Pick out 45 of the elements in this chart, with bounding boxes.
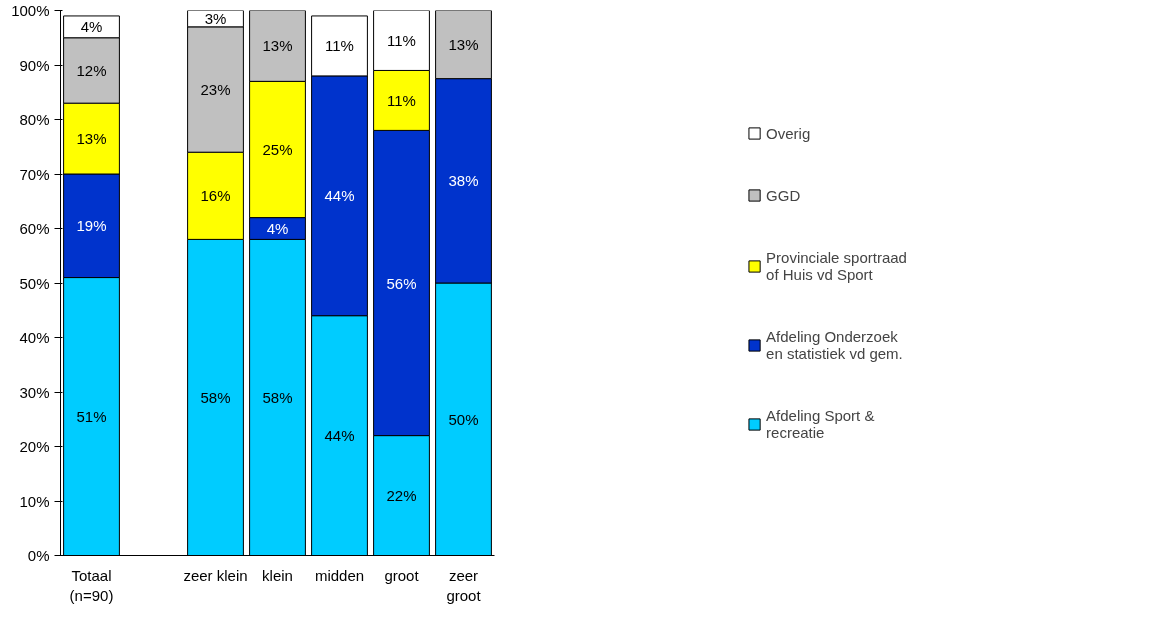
data-label: 25% xyxy=(262,140,293,158)
data-label: 11% xyxy=(387,31,416,49)
y-tick-label: 90% xyxy=(19,56,50,74)
y-tick-label: 70% xyxy=(19,165,50,183)
y-tick-label: 0% xyxy=(27,547,50,564)
data-label: 44% xyxy=(324,187,355,205)
legend-label: Provinciale sportraad of Huis vd Sport xyxy=(766,248,907,283)
data-label: 11% xyxy=(387,91,416,109)
data-label: 50% xyxy=(448,410,479,428)
y-tick-label: 30% xyxy=(19,383,50,401)
x-tick-label: groot xyxy=(384,566,420,584)
y-tick-label: 50% xyxy=(19,274,50,292)
legend-label: Afdeling Onderzoek en statistiek vd gem. xyxy=(766,327,903,362)
legend-label: Overig xyxy=(766,124,811,142)
data-label: 44% xyxy=(324,427,355,445)
data-label: 11% xyxy=(325,37,354,55)
data-label: 13% xyxy=(76,130,107,148)
data-label: 56% xyxy=(386,274,417,292)
data-label: 51% xyxy=(76,408,107,426)
data-label: 58% xyxy=(200,388,231,406)
data-label: 38% xyxy=(448,172,479,190)
y-tick-label: 40% xyxy=(19,329,50,346)
x-tick-label: zeer groot xyxy=(446,566,482,604)
legend-label: Afdeling Sport & recreatie xyxy=(766,406,875,441)
legend-label: GGD xyxy=(766,186,801,204)
y-tick-label: 80% xyxy=(19,111,50,128)
y-tick-label: 20% xyxy=(19,438,50,455)
x-tick-label: klein xyxy=(262,566,293,584)
x-tick-label: midden xyxy=(314,566,365,584)
data-label: 4% xyxy=(266,220,289,237)
data-label: 4% xyxy=(80,18,103,36)
y-tick-label: 60% xyxy=(19,220,50,237)
data-label: 23% xyxy=(200,81,231,99)
data-label: 58% xyxy=(262,388,293,406)
data-label: 16% xyxy=(200,187,231,205)
data-label: 12% xyxy=(76,61,107,79)
x-tick-label: Totaal (n=90) xyxy=(69,566,114,604)
x-tick-label: zeer klein xyxy=(183,566,248,584)
y-tick-label: 100% xyxy=(11,2,50,19)
data-label: 19% xyxy=(76,217,107,235)
data-label: 22% xyxy=(386,487,417,505)
y-tick-label: 10% xyxy=(19,492,50,510)
data-label: 13% xyxy=(262,37,293,55)
data-label: 3% xyxy=(204,10,227,28)
data-label: 13% xyxy=(448,36,479,54)
